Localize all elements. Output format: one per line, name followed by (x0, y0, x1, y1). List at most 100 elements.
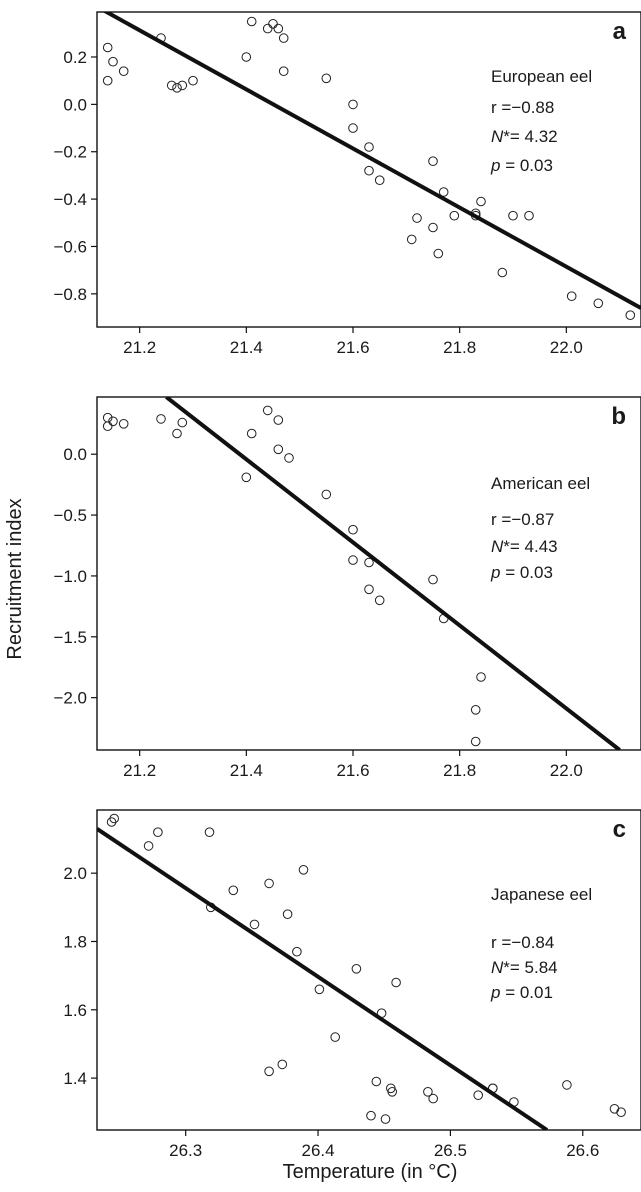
y-tick-label: −1.5 (53, 628, 87, 647)
data-point (153, 827, 163, 838)
data-point (102, 421, 113, 432)
data-point (172, 428, 182, 439)
data-point (108, 56, 118, 67)
y-tick-label: 0.0 (63, 445, 87, 464)
plot-frame (96, 396, 641, 751)
data-point (562, 1080, 572, 1090)
data-point (273, 415, 284, 425)
stat-r: r =−0.87 (491, 510, 554, 529)
data-point (278, 33, 289, 43)
data-point (371, 1076, 382, 1087)
data-point (438, 187, 449, 197)
data-point (625, 310, 636, 321)
plot-frame (96, 809, 641, 1131)
data-point (348, 555, 358, 565)
data-point (449, 210, 460, 221)
data-point (330, 1032, 341, 1042)
x-axis-title: Temperature (in °C) (283, 1161, 458, 1183)
data-point (380, 1114, 391, 1124)
species-label: American eel (491, 474, 590, 493)
data-point (109, 813, 119, 824)
data-point (102, 75, 113, 86)
data-point (228, 885, 239, 896)
data-point (374, 175, 385, 185)
data-point (204, 827, 215, 838)
data-point (348, 524, 358, 535)
x-tick-label: 26.4 (301, 1141, 334, 1160)
panel-a: 21.2 21.4 21.6 21.8 22.0 0.2 0.0 −0.2 −0.4 −0.6 −0… (53, 11, 641, 357)
x-tick-label: 22.0 (550, 761, 583, 780)
data-point (374, 595, 385, 606)
data-point (298, 865, 309, 875)
x-tick-label: 26.5 (434, 1141, 467, 1160)
data-point (177, 417, 188, 428)
data-point (609, 1104, 620, 1114)
y-tick-label: 1.6 (63, 1001, 87, 1020)
x-tick-label: 26.3 (169, 1141, 202, 1160)
stat-n: N*= 4.43 (491, 537, 558, 556)
data-point (428, 156, 438, 166)
data-point (497, 267, 508, 278)
data-point (118, 66, 129, 76)
species-label: European eel (491, 67, 592, 86)
data-point (524, 210, 534, 221)
data-point (428, 1093, 439, 1104)
stat-n: N*= 5.84 (491, 958, 558, 977)
data-point (508, 210, 518, 221)
x-tick-label: 21.6 (336, 761, 369, 780)
y-tick-label: 0.2 (63, 48, 87, 67)
data-point (282, 909, 293, 920)
x-tick-label: 21.8 (443, 761, 476, 780)
data-point (273, 23, 284, 34)
data-point (364, 584, 374, 595)
data-point (470, 705, 481, 715)
y-tick-label: −0.2 (53, 143, 87, 162)
regression-line (97, 827, 549, 1130)
panel-b: 21.2 21.4 21.6 21.8 22.0 0.0 −0.5 −1.0 −1.5 −2.0 b… (53, 396, 641, 780)
stat-r: r =−0.84 (491, 933, 554, 952)
panel-c: 26.3 26.4 26.5 26.6 2.0 1.8 1.6 1.4 c Japanese ee… (63, 809, 641, 1160)
stat-n: N*= 4.32 (491, 127, 558, 146)
panel-letter: a (613, 18, 627, 45)
data-point (433, 248, 444, 259)
stat-p: p = 0.01 (490, 983, 553, 1002)
data-point (264, 878, 274, 889)
data-point (108, 416, 118, 427)
y-tick-label: 2.0 (63, 864, 87, 883)
data-point (246, 16, 257, 27)
data-point (278, 66, 289, 76)
data-point (470, 736, 481, 747)
data-point (166, 80, 177, 91)
data-point (314, 984, 325, 995)
data-point (364, 142, 374, 152)
data-point (249, 919, 260, 930)
data-point (423, 1087, 433, 1097)
stat-r: r =−0.88 (491, 98, 554, 117)
data-point (172, 83, 182, 93)
data-point (348, 99, 358, 110)
data-point (406, 234, 417, 245)
data-point (268, 19, 278, 29)
data-point (262, 405, 273, 416)
stat-p: p = 0.03 (490, 563, 553, 582)
data-point (364, 165, 374, 176)
regression-line (165, 397, 621, 750)
data-point (118, 419, 129, 429)
data-point (616, 1107, 626, 1117)
x-tick-label: 22.0 (550, 338, 583, 357)
x-tick-label: 21.2 (123, 338, 156, 357)
data-point (292, 946, 302, 957)
stat-p: p = 0.03 (490, 156, 553, 175)
data-point (473, 1090, 484, 1100)
data-point (366, 1110, 376, 1121)
x-tick-label: 21.6 (336, 338, 369, 357)
data-point (241, 472, 252, 483)
data-point (412, 213, 422, 223)
data-point (284, 453, 294, 463)
data-point (264, 1066, 274, 1077)
data-point (351, 964, 362, 974)
x-tick-label: 21.2 (123, 761, 156, 780)
data-point (273, 444, 284, 455)
data-point (321, 73, 332, 84)
data-point (262, 23, 273, 34)
